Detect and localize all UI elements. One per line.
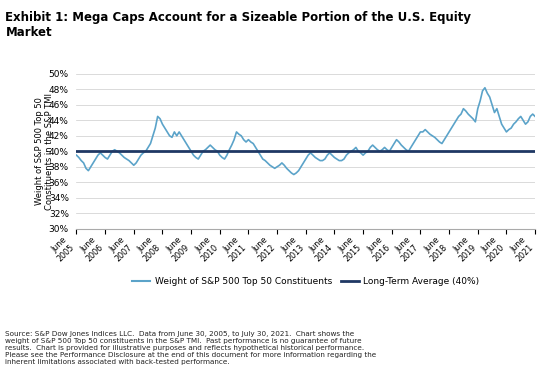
Text: Exhibit 1: Mega Caps Account for a Sizeable Portion of the U.S. Equity
Market: Exhibit 1: Mega Caps Account for a Sizea… [5, 11, 471, 39]
Y-axis label: Weight of S&P 500 Top 50
Constituents in the S&P TMI: Weight of S&P 500 Top 50 Constituents in… [35, 93, 54, 210]
Text: Source: S&P Dow Jones Indices LLC.  Data from June 30, 2005, to July 30, 2021.  : Source: S&P Dow Jones Indices LLC. Data … [5, 331, 377, 365]
Legend: Weight of S&P 500 Top 50 Constituents, Long-Term Average (40%): Weight of S&P 500 Top 50 Constituents, L… [128, 273, 483, 289]
